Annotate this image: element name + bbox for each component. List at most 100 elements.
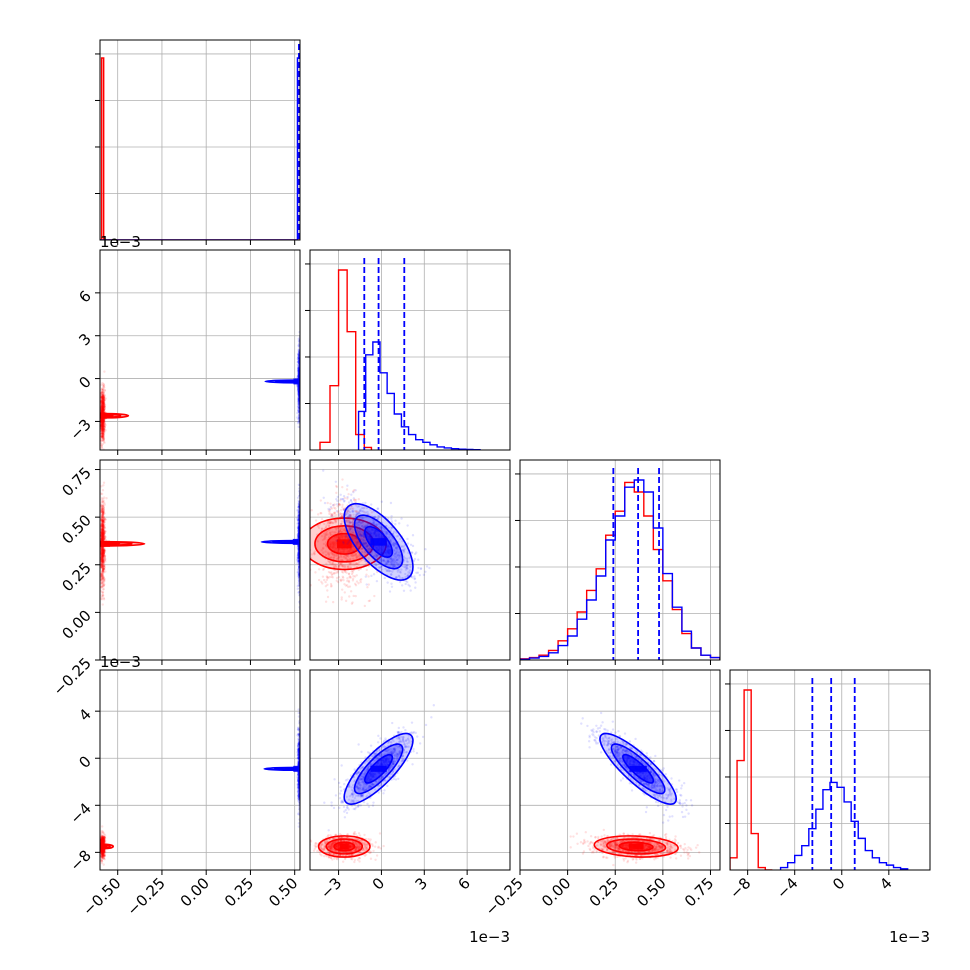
scatter-point-red [100,390,104,394]
scatter-point-red [100,538,104,541]
scatter-point-blue [297,388,300,391]
scatter-point-red [101,393,104,397]
scatter-point-blue [370,503,373,506]
scatter-point-red [100,423,103,426]
scatter-point-red [101,400,104,403]
scatter-point-red [101,418,104,422]
scatter-point-red [101,399,105,403]
scatter-point-blue [297,371,300,374]
scatter-point-red [100,492,104,496]
scatter-point-red [101,395,105,398]
scatter-point-blue [409,543,413,547]
scatter-point-red [100,532,104,535]
scatter-point-red [103,501,106,505]
scatter-point-red [102,531,105,534]
scatter-point-red [100,516,103,519]
scatter-point-red [102,393,105,396]
scatter-point-red [101,419,105,422]
scatter-point-red [100,561,103,564]
scatter-point-red [100,563,103,566]
scatter-point-red [102,549,105,552]
scatter-point-red [101,516,104,519]
scatter-point-red [101,404,104,408]
scatter-point-red [100,561,104,564]
scatter-point-blue [297,367,300,370]
scatter-point-blue [297,375,300,379]
scatter-point-red [100,552,104,555]
scatter-point-red [102,385,105,388]
scatter-point-blue [297,369,300,372]
scatter-point-blue [297,390,300,394]
scatter-point-red [103,503,106,506]
scatter-point-red [341,485,344,489]
scatter-point-red [100,557,103,560]
scatter-point-blue [297,411,300,415]
scatter-point-blue [297,355,300,359]
scatter-point-red [339,508,343,512]
scatter-point-red [100,425,103,428]
scatter-point-red [101,408,104,411]
scatter-point-red [101,419,105,422]
scatter-point-red [102,580,105,583]
scatter-point-red [102,537,106,540]
scatter-point-blue [297,389,300,393]
scatter-point-red [101,442,105,446]
scatter-point-red [102,421,105,425]
scatter-point-blue [297,375,300,378]
scatter-point-red [101,536,105,539]
scatter-point-blue [297,397,300,401]
scatter-point-blue [297,350,300,354]
scatter-point-red [100,546,104,549]
scatter-point-red [102,435,105,438]
scatter-point-blue [332,503,335,507]
scatter-point-blue [390,585,394,588]
scatter-point-red [100,430,104,433]
scatter-point-red [103,531,106,535]
scatter-point-red [103,424,106,428]
scatter-point-red [100,410,104,414]
scatter-point-red [103,422,106,425]
scatter-point-red [100,434,103,438]
scatter-point-blue [323,501,327,505]
scatter-point-red [102,538,105,541]
scatter-point-red [103,418,106,421]
scatter-point-red [101,535,104,539]
scatter-point-red [101,428,104,432]
scatter-point-red [102,384,106,387]
scatter-point-red [100,400,104,403]
scatter-point-red [101,568,105,571]
scatter-point-red [101,425,105,428]
scatter-point-blue [296,363,300,366]
scatter-point-blue [297,402,300,406]
scatter-point-blue [297,344,300,348]
scatter-point-red [102,560,105,563]
scatter-point-blue [297,390,300,394]
scatter-point-red [101,506,104,510]
scatter-point-blue [297,409,300,412]
scatter-point-red [100,418,103,421]
scatter-point-red [102,403,106,406]
panel-2-1 [310,460,510,660]
scatter-point-blue [359,557,362,560]
scatter-point-red [102,418,106,421]
scatter-point-red [100,564,104,567]
scatter-point-red [100,426,104,430]
scatter-point-red [101,432,105,435]
scatter-point-red [101,401,104,404]
scatter-point-red [100,420,104,423]
scatter-point-red [101,429,104,433]
scatter-point-red [100,407,103,410]
scatter-point-red [100,427,103,430]
scatter-point-red [101,547,105,550]
scatter-point-red [101,427,105,431]
scatter-point-blue [297,420,300,423]
scatter-point-red [102,407,106,410]
scatter-point-red [347,492,350,496]
scatter-point-red [101,530,105,534]
scatter-point-red [100,405,103,409]
scatter-point-red [100,531,103,535]
scatter-point-red [101,421,104,425]
scatter-point-blue [297,400,300,403]
scatter-point-red [100,420,103,423]
scatter-point-red [100,420,104,424]
